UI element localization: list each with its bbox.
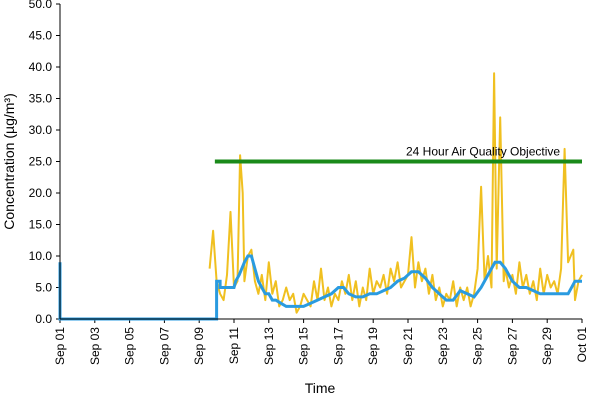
x-tick-label: Sep 17 [331,327,345,365]
x-tick-label: Sep 03 [88,327,102,365]
y-tick-label: 15.0 [29,218,53,232]
x-tick-label: Sep 29 [540,327,554,365]
y-axis-ticks: 0.0 5.0 10.0 15.0 20.0 25.0 30.0 35.0 40.0 45.0 50… [29,0,60,326]
x-tick-label: Sep 23 [436,327,450,365]
x-tick-label: Sep 19 [366,327,380,365]
y-tick-label: 30.0 [29,123,53,137]
hourly-series-line [208,72,583,314]
y-tick-label: 45.0 [29,29,53,43]
y-axis-title: Concentration (µg/m³) [1,93,17,229]
x-tick-label: Sep 21 [401,327,415,365]
y-tick-label: 35.0 [29,92,53,106]
x-tick-label: Sep 11 [227,327,241,364]
x-tick-label: Sep 27 [505,327,519,365]
y-tick-label: 10.0 [29,249,53,263]
y-tick-label: 20.0 [29,186,53,200]
x-tick-label: Sep 01 [53,327,67,365]
objective-label: 24 Hour Air Quality Objective [406,145,560,159]
x-tick-label: Sep 13 [262,327,276,365]
x-tick-label: Sep 05 [123,327,137,365]
x-axis-ticks: Sep 01 Sep 03 Sep 05 Sep 07 Sep 09 Sep 11 Sep … [53,319,589,365]
y-tick-label: 5.0 [35,281,52,295]
x-tick-label: Sep 25 [471,327,485,365]
x-tick-label: Sep 09 [192,327,206,365]
y-tick-label: 25.0 [29,155,53,169]
rolling-24h-series-line [58,254,582,321]
y-tick-label: 40.0 [29,60,53,74]
y-tick-label: 50.0 [29,0,53,11]
x-axis-title: Time [305,380,336,396]
x-tick-label: Sep 07 [157,327,171,365]
y-tick-label: 0.0 [35,312,52,326]
x-tick-label: Oct 01 [575,327,589,363]
x-tick-label: Sep 15 [297,327,311,365]
